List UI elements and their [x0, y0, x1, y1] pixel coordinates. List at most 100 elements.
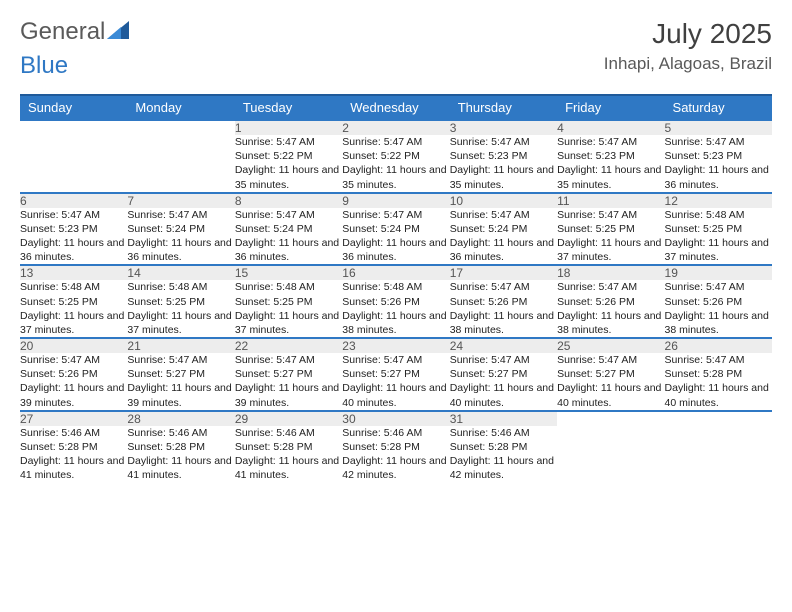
sunrise-line: Sunrise: 5:46 AM	[342, 426, 449, 440]
sunset-line: Sunset: 5:23 PM	[450, 149, 557, 163]
day-info-cell: Sunrise: 5:47 AMSunset: 5:27 PMDaylight:…	[557, 353, 664, 411]
day-info-cell: Sunrise: 5:47 AMSunset: 5:23 PMDaylight:…	[20, 208, 127, 266]
day-info-cell: Sunrise: 5:46 AMSunset: 5:28 PMDaylight:…	[127, 426, 234, 483]
day-info-cell: Sunrise: 5:47 AMSunset: 5:24 PMDaylight:…	[342, 208, 449, 266]
day-number-cell: 28	[127, 411, 234, 426]
daylight-line: Daylight: 11 hours and 36 minutes.	[342, 236, 449, 264]
daylight-line: Daylight: 11 hours and 36 minutes.	[450, 236, 557, 264]
day-number-cell: 12	[665, 193, 772, 208]
sunrise-line: Sunrise: 5:47 AM	[127, 353, 234, 367]
day-number-cell: 7	[127, 193, 234, 208]
sunrise-line: Sunrise: 5:48 AM	[665, 208, 772, 222]
daylight-line: Daylight: 11 hours and 36 minutes.	[665, 163, 772, 191]
sunrise-line: Sunrise: 5:47 AM	[450, 353, 557, 367]
daylight-line: Daylight: 11 hours and 38 minutes.	[450, 309, 557, 337]
day-info-row: Sunrise: 5:47 AMSunset: 5:23 PMDaylight:…	[20, 208, 772, 266]
daylight-line: Daylight: 11 hours and 35 minutes.	[557, 163, 664, 191]
calendar-table: SundayMondayTuesdayWednesdayThursdayFrid…	[20, 94, 772, 482]
day-info-cell: Sunrise: 5:46 AMSunset: 5:28 PMDaylight:…	[235, 426, 342, 483]
daylight-line: Daylight: 11 hours and 41 minutes.	[20, 454, 127, 482]
sunset-line: Sunset: 5:23 PM	[557, 149, 664, 163]
daylight-line: Daylight: 11 hours and 40 minutes.	[342, 381, 449, 409]
day-number-row: 20212223242526	[20, 338, 772, 353]
daylight-line: Daylight: 11 hours and 38 minutes.	[342, 309, 449, 337]
daylight-line: Daylight: 11 hours and 39 minutes.	[20, 381, 127, 409]
day-info-cell: Sunrise: 5:47 AMSunset: 5:27 PMDaylight:…	[450, 353, 557, 411]
day-number-cell: 15	[235, 265, 342, 280]
daylight-line: Daylight: 11 hours and 40 minutes.	[450, 381, 557, 409]
sunrise-line: Sunrise: 5:47 AM	[557, 353, 664, 367]
sunset-line: Sunset: 5:25 PM	[127, 295, 234, 309]
daylight-line: Daylight: 11 hours and 37 minutes.	[20, 309, 127, 337]
sunset-line: Sunset: 5:24 PM	[127, 222, 234, 236]
sunset-line: Sunset: 5:27 PM	[557, 367, 664, 381]
brand-triangle-icon	[107, 18, 129, 46]
day-number-cell: 13	[20, 265, 127, 280]
day-number-cell: 5	[665, 120, 772, 135]
day-number-cell: 11	[557, 193, 664, 208]
day-number-cell: 16	[342, 265, 449, 280]
daylight-line: Daylight: 11 hours and 37 minutes.	[235, 309, 342, 337]
day-info-cell: Sunrise: 5:47 AMSunset: 5:24 PMDaylight:…	[235, 208, 342, 266]
sunrise-line: Sunrise: 5:46 AM	[20, 426, 127, 440]
daylight-line: Daylight: 11 hours and 36 minutes.	[20, 236, 127, 264]
sunrise-line: Sunrise: 5:48 AM	[20, 280, 127, 294]
day-info-cell: Sunrise: 5:47 AMSunset: 5:23 PMDaylight:…	[665, 135, 772, 193]
day-info-cell: Sunrise: 5:47 AMSunset: 5:23 PMDaylight:…	[557, 135, 664, 193]
daylight-line: Daylight: 11 hours and 41 minutes.	[127, 454, 234, 482]
day-number-cell: 14	[127, 265, 234, 280]
sunrise-line: Sunrise: 5:47 AM	[127, 208, 234, 222]
daylight-line: Daylight: 11 hours and 39 minutes.	[127, 381, 234, 409]
daylight-line: Daylight: 11 hours and 35 minutes.	[342, 163, 449, 191]
day-info-cell	[127, 135, 234, 193]
day-info-cell	[665, 426, 772, 483]
day-info-row: Sunrise: 5:46 AMSunset: 5:28 PMDaylight:…	[20, 426, 772, 483]
sunrise-line: Sunrise: 5:48 AM	[342, 280, 449, 294]
day-info-cell: Sunrise: 5:47 AMSunset: 5:28 PMDaylight:…	[665, 353, 772, 411]
day-number-cell	[20, 120, 127, 135]
day-info-cell: Sunrise: 5:47 AMSunset: 5:24 PMDaylight:…	[127, 208, 234, 266]
day-info-cell: Sunrise: 5:47 AMSunset: 5:22 PMDaylight:…	[342, 135, 449, 193]
sunset-line: Sunset: 5:25 PM	[20, 295, 127, 309]
day-info-cell: Sunrise: 5:47 AMSunset: 5:27 PMDaylight:…	[127, 353, 234, 411]
day-number-cell: 30	[342, 411, 449, 426]
daylight-line: Daylight: 11 hours and 42 minutes.	[450, 454, 557, 482]
sunrise-line: Sunrise: 5:47 AM	[557, 208, 664, 222]
sunset-line: Sunset: 5:23 PM	[665, 149, 772, 163]
sunset-line: Sunset: 5:24 PM	[450, 222, 557, 236]
day-number-cell: 31	[450, 411, 557, 426]
month-title: July 2025	[604, 18, 772, 50]
day-info-row: Sunrise: 5:47 AMSunset: 5:26 PMDaylight:…	[20, 353, 772, 411]
day-number-cell: 6	[20, 193, 127, 208]
day-info-cell: Sunrise: 5:47 AMSunset: 5:22 PMDaylight:…	[235, 135, 342, 193]
day-header: Wednesday	[342, 95, 449, 120]
sunset-line: Sunset: 5:22 PM	[342, 149, 449, 163]
sunset-line: Sunset: 5:25 PM	[665, 222, 772, 236]
daylight-line: Daylight: 11 hours and 37 minutes.	[127, 309, 234, 337]
sunset-line: Sunset: 5:25 PM	[235, 295, 342, 309]
sunset-line: Sunset: 5:23 PM	[20, 222, 127, 236]
sunset-line: Sunset: 5:26 PM	[450, 295, 557, 309]
day-header: Saturday	[665, 95, 772, 120]
sunrise-line: Sunrise: 5:47 AM	[557, 280, 664, 294]
day-header: Thursday	[450, 95, 557, 120]
day-info-cell: Sunrise: 5:47 AMSunset: 5:26 PMDaylight:…	[450, 280, 557, 338]
sunset-line: Sunset: 5:26 PM	[342, 295, 449, 309]
sunset-line: Sunset: 5:24 PM	[235, 222, 342, 236]
sunset-line: Sunset: 5:28 PM	[127, 440, 234, 454]
sunrise-line: Sunrise: 5:47 AM	[235, 208, 342, 222]
sunrise-line: Sunrise: 5:47 AM	[342, 208, 449, 222]
day-number-cell: 24	[450, 338, 557, 353]
sunrise-line: Sunrise: 5:47 AM	[342, 353, 449, 367]
sunset-line: Sunset: 5:25 PM	[557, 222, 664, 236]
sunset-line: Sunset: 5:26 PM	[557, 295, 664, 309]
daylight-line: Daylight: 11 hours and 41 minutes.	[235, 454, 342, 482]
sunset-line: Sunset: 5:27 PM	[450, 367, 557, 381]
day-info-cell: Sunrise: 5:47 AMSunset: 5:26 PMDaylight:…	[557, 280, 664, 338]
sunrise-line: Sunrise: 5:47 AM	[20, 353, 127, 367]
day-number-cell: 3	[450, 120, 557, 135]
day-info-cell: Sunrise: 5:47 AMSunset: 5:26 PMDaylight:…	[20, 353, 127, 411]
day-number-row: 2728293031	[20, 411, 772, 426]
day-number-cell: 2	[342, 120, 449, 135]
brand-logo: General	[20, 18, 131, 46]
